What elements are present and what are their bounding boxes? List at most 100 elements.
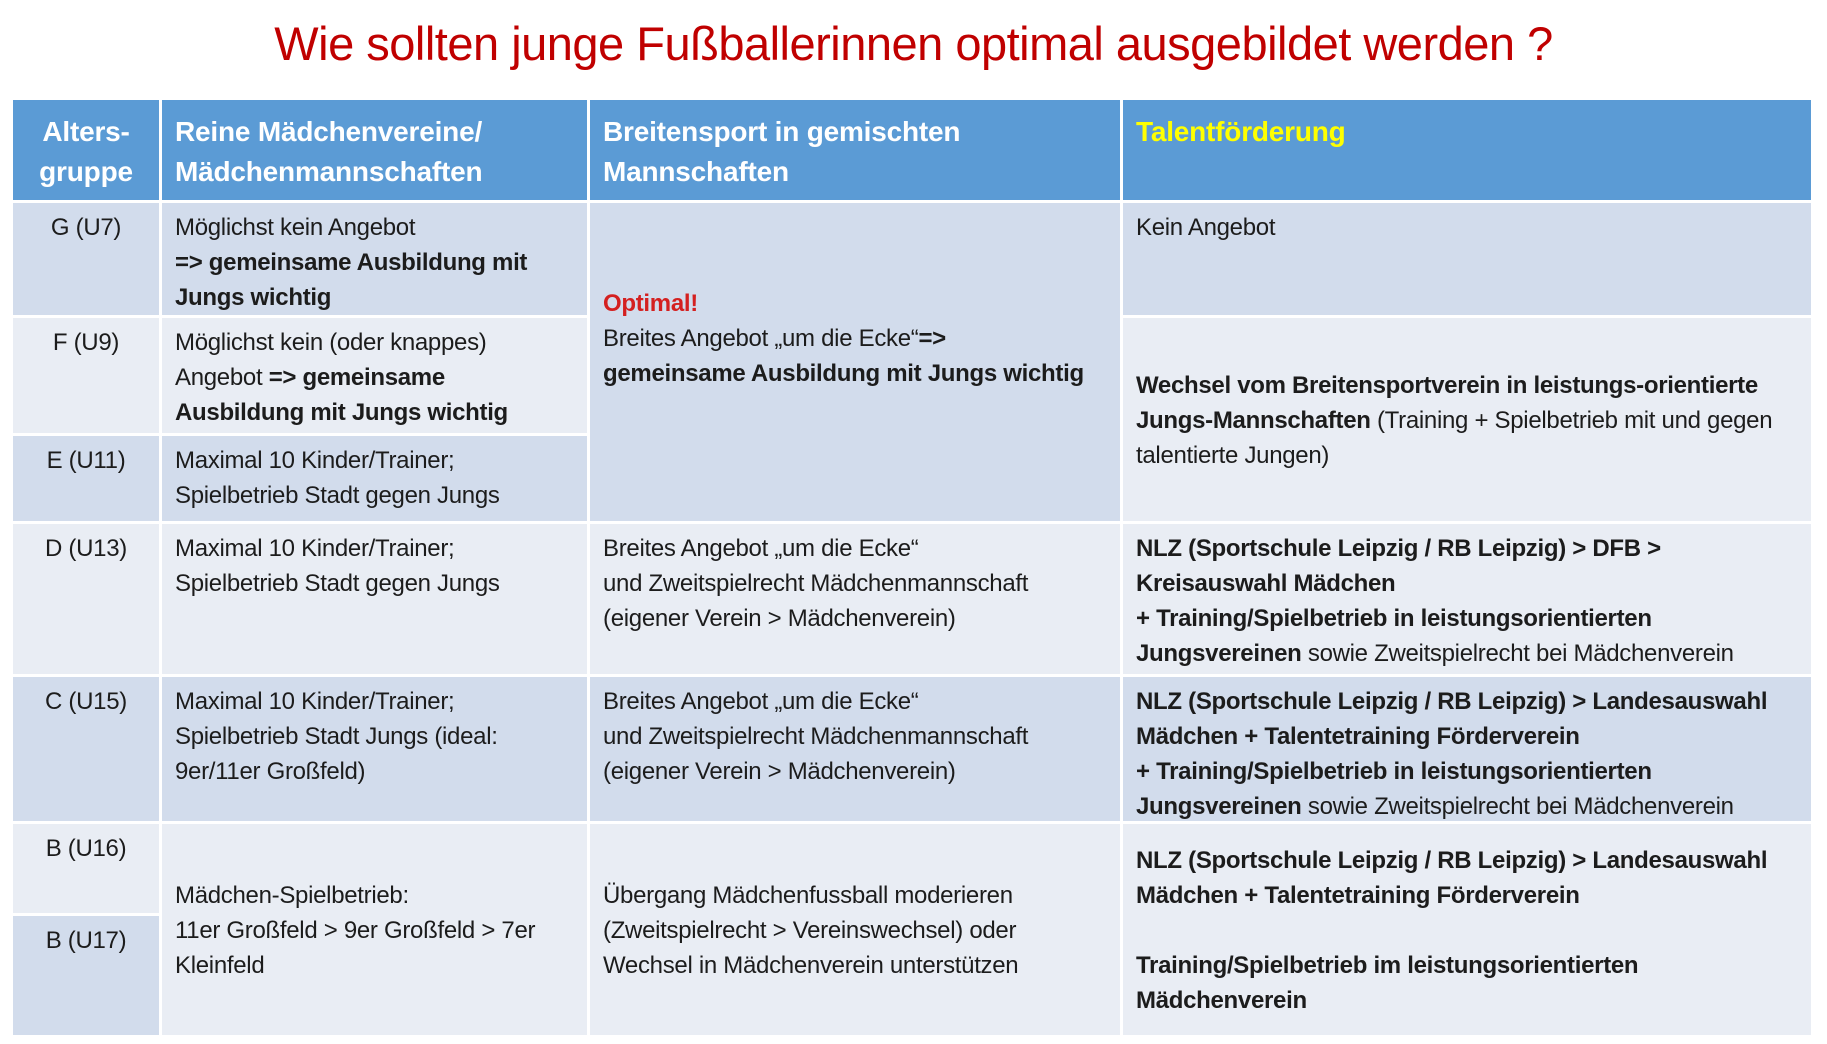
text-segment: sowie Zweitspielrecht bei Mädchenverein bbox=[1301, 640, 1734, 667]
cell-d-u13-talent: NLZ (Sportschule Leipzig / RB Leipzig) >… bbox=[1123, 524, 1811, 674]
cell-g-f-e-breitensport: Optimal! Breites Angebot „um die Ecke“=> g… bbox=[590, 203, 1120, 521]
text-segment: Wechsel vom Breitensportverein in leistu… bbox=[1136, 372, 1758, 434]
cell-c-u15-age: C (U15) bbox=[13, 677, 159, 821]
text-segment: NLZ (Sportschule Leipzig / RB Leipzig) >… bbox=[1136, 847, 1768, 874]
text-segment: F (U9) bbox=[52, 329, 120, 356]
text-segment: Kein Angebot bbox=[1136, 214, 1276, 241]
text-segment: Übergang Mädchenfussball moderieren bbox=[603, 882, 1013, 909]
cell-g-u7-maedchenvereine: Möglichst kein Angebot => gemeinsame Ausb… bbox=[162, 203, 587, 315]
text-segment: B (U17) bbox=[45, 927, 127, 954]
cell-c-u15-maedchenvereine: Maximal 10 Kinder/Trainer; Spielbetrieb S… bbox=[162, 677, 587, 821]
text-segment: Mädchen + Talentetraining Förderverein bbox=[1136, 723, 1580, 750]
text-segment: Reine Mädchenvereine/ bbox=[175, 116, 483, 147]
text-segment: Breites Angebot „um die Ecke“ bbox=[603, 688, 919, 715]
cell-f-u9-age: F (U9) bbox=[13, 318, 159, 433]
text-segment: E (U11) bbox=[46, 447, 126, 474]
text-segment: Mädchen + Talentetraining Förderverein bbox=[1136, 882, 1580, 909]
cell-c-u15-breitensport: Breites Angebot „um die Ecke“ und Zweitsp… bbox=[590, 677, 1120, 821]
text-segment: Spielbetrieb Stadt gegen Jungs bbox=[175, 482, 500, 509]
cell-f-e-talent-text: Wechsel vom Breitensportverein in leistu… bbox=[1136, 368, 1798, 473]
cell-d-u13-age: D (U13) bbox=[13, 524, 159, 674]
text-segment: + Training/Spielbetrieb in leistungsorie… bbox=[1136, 758, 1652, 785]
text-segment: Breites Angebot „um die Ecke“ bbox=[603, 324, 919, 352]
text-segment: Jungsvereinen bbox=[1136, 640, 1302, 667]
cell-g-u7-talent: Kein Angebot bbox=[1123, 203, 1811, 315]
text-segment: Maximal 10 Kinder/Trainer; bbox=[175, 447, 455, 474]
text-segment: Jungsvereinen bbox=[1136, 793, 1302, 820]
header-breitensport-text: Breitensport in gemischten Mannschaften bbox=[603, 112, 1107, 192]
cell-c-u15-talent-text: NLZ (Sportschule Leipzig / RB Leipzig) >… bbox=[1136, 684, 1798, 824]
text-segment: + Training/Spielbetrieb in leistungsorie… bbox=[1136, 605, 1652, 632]
cell-b-maedchenvereine-text: Mädchen-Spielbetrieb: 11er Großfeld > 9er… bbox=[175, 878, 574, 983]
text-segment: Möglichst kein (oder knappes) Angebot bbox=[175, 329, 487, 391]
text-segment: gruppe bbox=[39, 156, 133, 187]
cell-g-u7-age-text: G (U7) bbox=[26, 210, 146, 245]
text-segment: Mädchenverein bbox=[1136, 987, 1307, 1014]
cell-g-f-e-breitensport-text: Optimal! Breites Angebot „um die Ecke“=> g… bbox=[603, 286, 1107, 391]
cell-f-u9-age-text: F (U9) bbox=[26, 325, 146, 360]
cell-b-talent: NLZ (Sportschule Leipzig / RB Leipzig) >… bbox=[1123, 824, 1811, 1035]
text-segment: sowie Zweitspielrecht bei Mädchenverein bbox=[1301, 793, 1734, 820]
header-breitensport: Breitensport in gemischten Mannschaften bbox=[590, 100, 1120, 200]
text-segment: Breitensport in gemischten bbox=[603, 116, 961, 147]
text-segment: (Zweitspielrecht > Vereinswechsel) oder bbox=[603, 917, 1017, 944]
header-talentfoerderung: Talentförderung bbox=[1123, 100, 1811, 200]
text-segment: 11er Großfeld > 9er Großfeld > 7er bbox=[175, 917, 536, 944]
text-segment: Möglichst kein Angebot bbox=[175, 214, 416, 241]
text-segment: (eigener Verein > Mädchenverein) bbox=[603, 605, 956, 632]
text-segment: 9er/11er Großfeld) bbox=[175, 758, 366, 785]
cell-d-u13-maedchenvereine-text: Maximal 10 Kinder/Trainer; Spielbetrieb S… bbox=[175, 531, 574, 601]
text-segment: Mädchenmannschaften bbox=[175, 156, 483, 187]
cell-e-u11-maedchenvereine: Maximal 10 Kinder/Trainer; Spielbetrieb S… bbox=[162, 436, 587, 521]
text-segment: => gemeinsame Ausbildung mit Jungs wicht… bbox=[175, 364, 508, 426]
cell-d-u13-talent-text: NLZ (Sportschule Leipzig / RB Leipzig) >… bbox=[1136, 531, 1798, 671]
text-segment: Alters- bbox=[42, 116, 130, 147]
text-segment: gemeinsame Ausbildung mit Jungs wichtig bbox=[603, 359, 1084, 387]
cell-d-u13-breitensport-text: Breites Angebot „um die Ecke“ und Zweitsp… bbox=[603, 531, 1107, 636]
text-segment: => bbox=[918, 324, 946, 352]
cell-d-u13-age-text: D (U13) bbox=[26, 531, 146, 566]
cell-d-u13-maedchenvereine: Maximal 10 Kinder/Trainer; Spielbetrieb S… bbox=[162, 524, 587, 674]
text-segment: D (U13) bbox=[45, 535, 127, 562]
text-segment: Mannschaften bbox=[603, 156, 789, 187]
cell-d-u13-breitensport: Breites Angebot „um die Ecke“ und Zweitsp… bbox=[590, 524, 1120, 674]
header-altersgruppe-text: Alters-gruppe bbox=[26, 112, 146, 192]
cell-e-u11-age-text: E (U11) bbox=[26, 443, 146, 478]
text-segment: Spielbetrieb Stadt gegen Jungs bbox=[175, 570, 500, 597]
cell-g-u7-age: G (U7) bbox=[13, 203, 159, 315]
text-segment: und Zweitspielrecht Mädchenmannschaft bbox=[603, 723, 1029, 750]
cell-b-breitensport-text: Übergang Mädchenfussball moderieren (Zwei… bbox=[603, 878, 1107, 983]
cell-g-u7-talent-text: Kein Angebot bbox=[1136, 210, 1798, 245]
text-segment: Optimal! bbox=[603, 289, 698, 317]
cell-c-u15-maedchenvereine-text: Maximal 10 Kinder/Trainer; Spielbetrieb S… bbox=[175, 684, 574, 789]
cell-f-u9-maedchenvereine-text: Möglichst kein (oder knappes) Angebot =>… bbox=[175, 325, 574, 430]
header-maedchenvereine: Reine Mädchenvereine/Mädchenmannschaften bbox=[162, 100, 587, 200]
text-segment: Wechsel in Mädchenverein unterstützen bbox=[603, 952, 1019, 979]
text-segment: => gemeinsame Ausbildung mit Jungs wicht… bbox=[175, 249, 528, 311]
text-segment: G (U7) bbox=[50, 214, 122, 241]
text-segment: Kleinfeld bbox=[175, 952, 265, 979]
text-segment: Mädchen-Spielbetrieb: bbox=[175, 882, 409, 909]
cell-g-u7-maedchenvereine-text: Möglichst kein Angebot => gemeinsame Ausb… bbox=[175, 210, 574, 315]
training-table: Alters-gruppe Reine Mädchenvereine/Mädche… bbox=[13, 100, 1811, 1035]
cell-b-u16-age: B (U16) bbox=[13, 824, 159, 913]
text-segment: Spielbetrieb Stadt Jungs (ideal: bbox=[175, 723, 498, 750]
header-maedchenvereine-text: Reine Mädchenvereine/Mädchenmannschaften bbox=[175, 112, 574, 192]
cell-b-u16-age-text: B (U16) bbox=[26, 831, 146, 866]
cell-b-u17-age-text: B (U17) bbox=[26, 923, 146, 958]
text-segment: Maximal 10 Kinder/Trainer; bbox=[175, 688, 455, 715]
page-title: Wie sollten junge Fußballerinnen optimal… bbox=[274, 17, 1553, 70]
cell-e-u11-age: E (U11) bbox=[13, 436, 159, 521]
cell-f-e-talent: Wechsel vom Breitensportverein in leistu… bbox=[1123, 318, 1811, 521]
text-segment: Talentförderung bbox=[1136, 116, 1346, 147]
cell-b-maedchenvereine: Mädchen-Spielbetrieb: 11er Großfeld > 9er… bbox=[162, 824, 587, 1035]
text-segment: C (U15) bbox=[45, 688, 127, 715]
text-segment: (eigener Verein > Mädchenverein) bbox=[603, 758, 956, 785]
header-talentfoerderung-text: Talentförderung bbox=[1136, 112, 1798, 152]
text-segment: NLZ (Sportschule Leipzig / RB Leipzig) >… bbox=[1136, 535, 1661, 562]
cell-f-u9-maedchenvereine: Möglichst kein (oder knappes) Angebot =>… bbox=[162, 318, 587, 433]
text-segment: NLZ (Sportschule Leipzig / RB Leipzig) >… bbox=[1136, 688, 1768, 715]
cell-b-breitensport: Übergang Mädchenfussball moderieren (Zwei… bbox=[590, 824, 1120, 1035]
text-segment: Kreisauswahl Mädchen bbox=[1136, 570, 1396, 597]
text-segment: Maximal 10 Kinder/Trainer; bbox=[175, 535, 455, 562]
